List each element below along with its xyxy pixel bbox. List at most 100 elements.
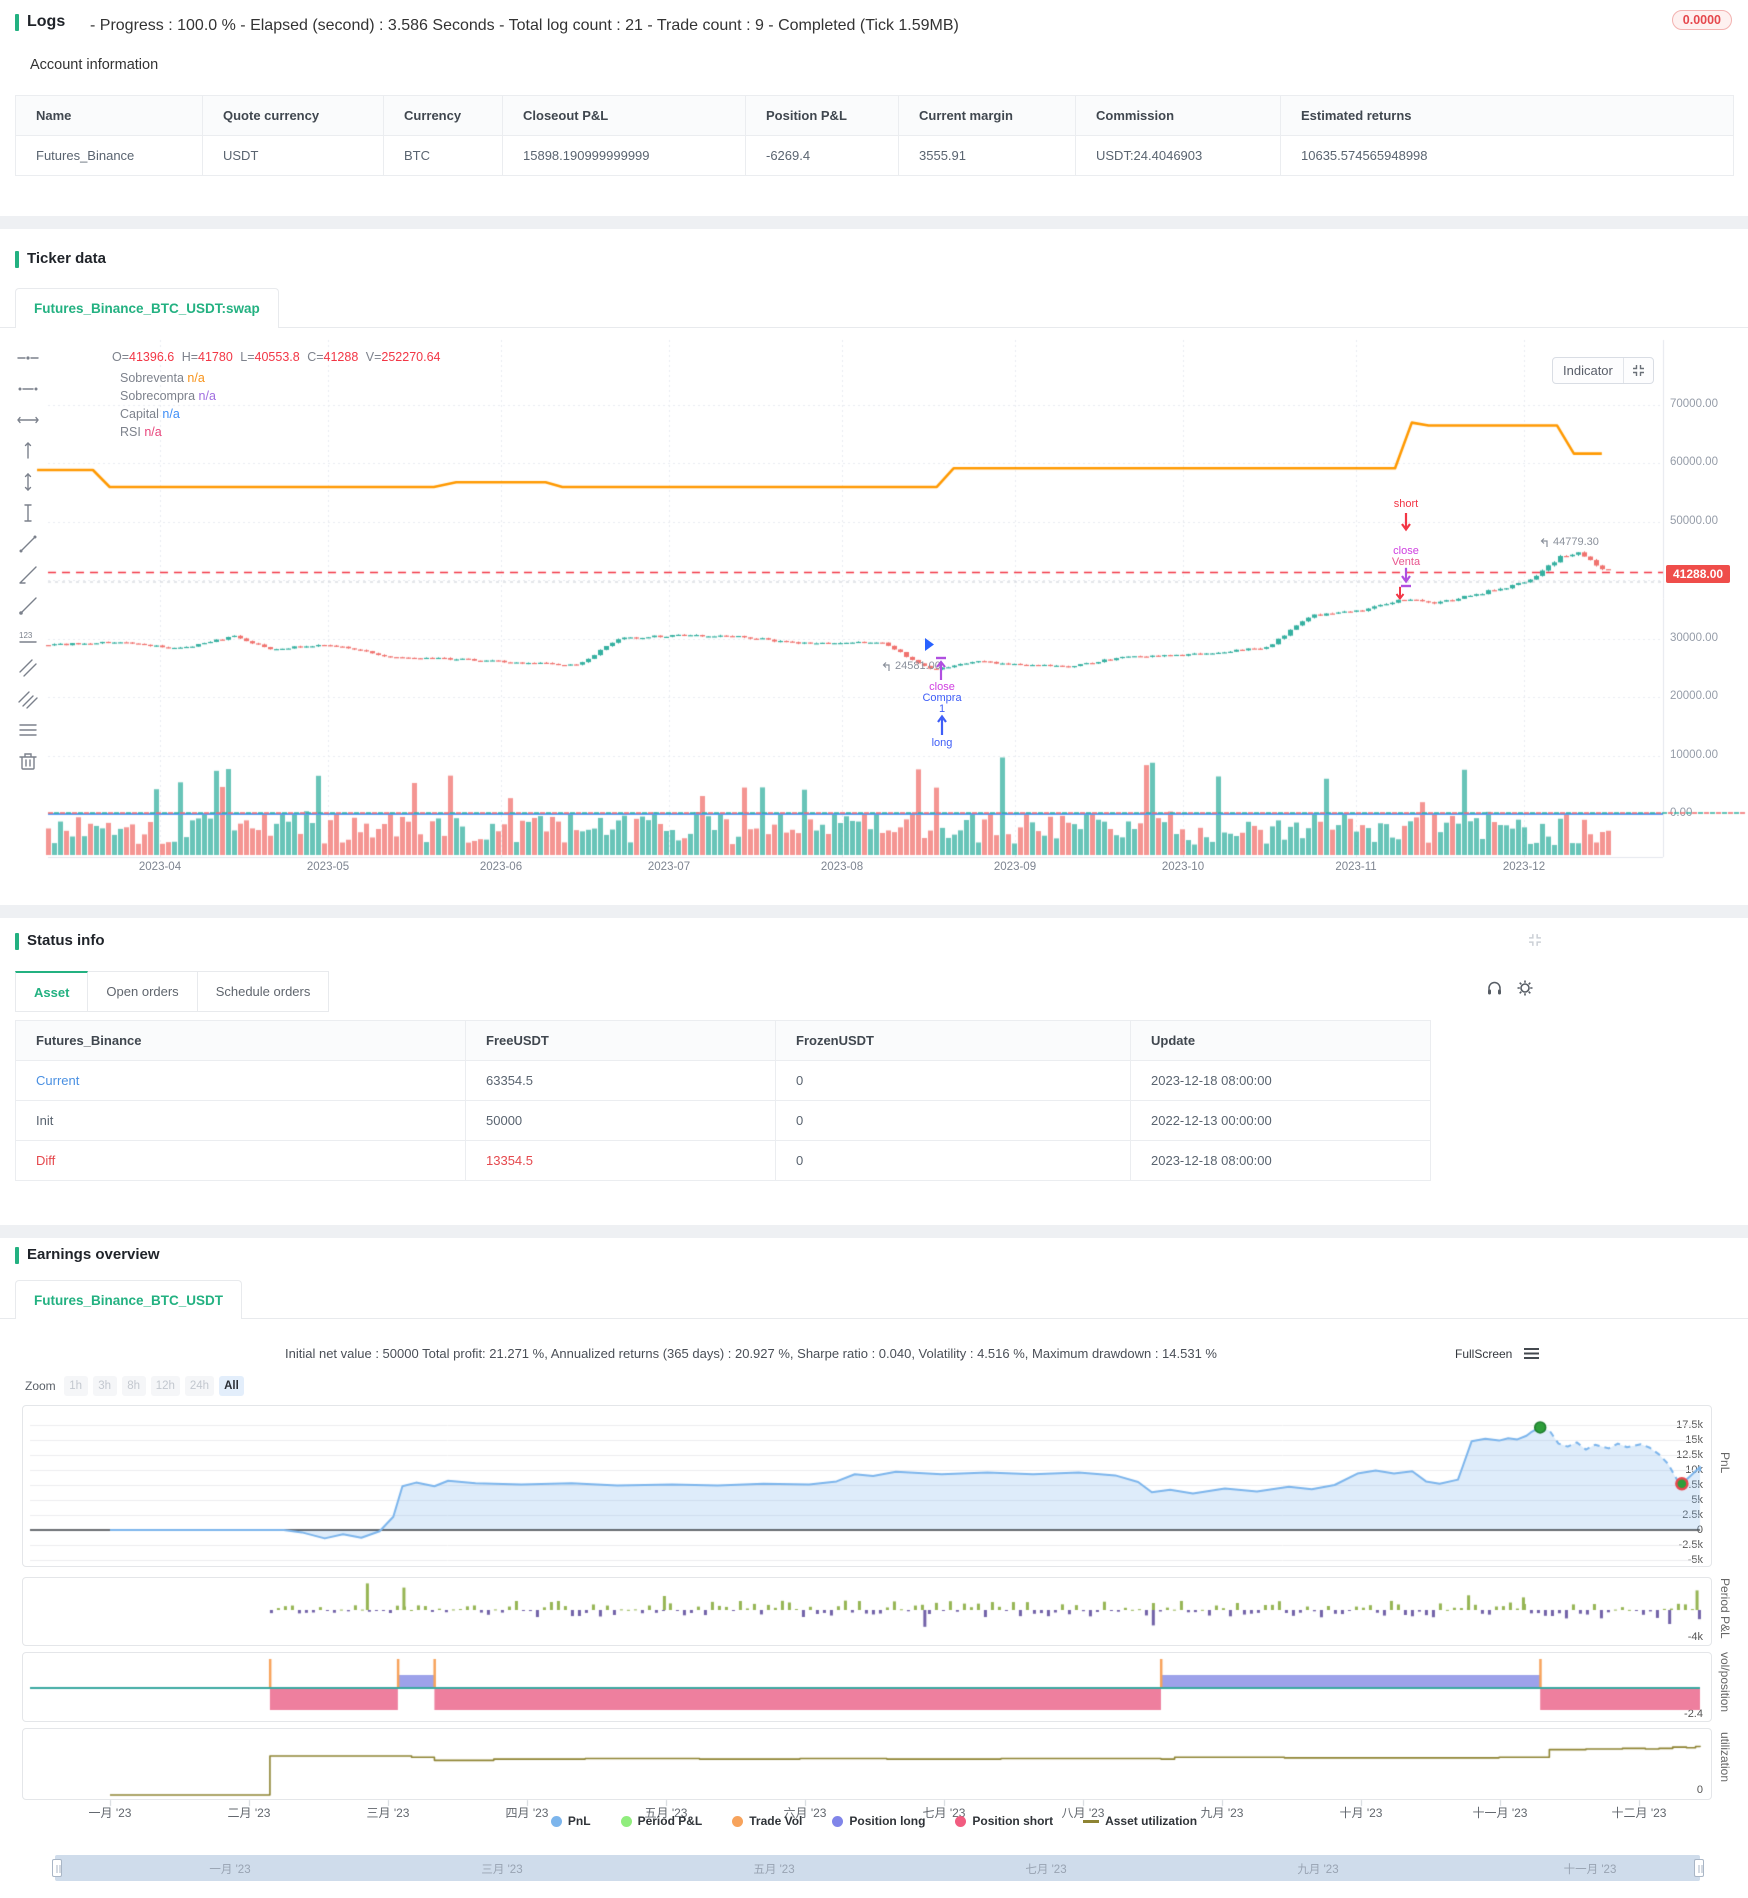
- legend-item-trade-vol[interactable]: Trade Vol: [732, 1814, 802, 1828]
- zoom-button-8h[interactable]: 8h: [121, 1376, 146, 1396]
- legend-item-asset-utilization[interactable]: Asset utilization: [1083, 1814, 1197, 1828]
- ohlc-legend: O=41396.6 H=41780 L=40553.8 C=41288 V=25…: [112, 350, 445, 364]
- legend-label: PnL: [567, 1814, 591, 1828]
- legend-item-period-p-l[interactable]: Period P&L: [620, 1814, 703, 1828]
- ohlc-value: 40553.8: [254, 350, 304, 364]
- logs-accent-bar: [15, 14, 19, 31]
- headset-icon[interactable]: [1486, 980, 1503, 997]
- indicator-button-divider: [1622, 358, 1624, 383]
- section-divider: [0, 1225, 1748, 1238]
- account-cell: 3555.91: [898, 135, 1076, 176]
- navigator-month-label: 一月 '23: [209, 1864, 251, 1876]
- legend-item-position-long[interactable]: Position long: [832, 1814, 925, 1828]
- account-col-header: Closeout P&L: [502, 95, 746, 136]
- logs-title: Logs: [27, 13, 66, 30]
- status-col-header: FrozenUSDT: [775, 1020, 1131, 1061]
- hook-arrow-icon: [1540, 537, 1548, 547]
- fullscreen-button[interactable]: FullScreen: [1455, 1347, 1513, 1361]
- navigator-month-label: 五月 '23: [753, 1864, 795, 1876]
- status-cell[interactable]: Current: [15, 1060, 466, 1101]
- account-col-header: Currency: [383, 95, 503, 136]
- account-cell: -6269.4: [745, 135, 899, 176]
- indicator-label: RSI: [120, 425, 145, 439]
- chart-menu-icon[interactable]: [1524, 1347, 1539, 1360]
- status-cell: 2023-12-18 08:00:00: [1130, 1140, 1431, 1181]
- legend-item-pnl[interactable]: PnL: [550, 1814, 591, 1828]
- navigator-right-handle[interactable]: [1694, 1859, 1704, 1877]
- buy-side-label: Compra: [922, 692, 962, 704]
- earnings-legend: PnL Period P&L Trade Vol Position long Posit…: [0, 1814, 1748, 1828]
- buy-close-label: close: [929, 681, 955, 693]
- ohlc-key: L=: [240, 350, 255, 364]
- legend-dot-marker: [955, 1815, 967, 1827]
- status-cell: Init: [15, 1100, 466, 1141]
- zoom-buttons: 1h 3h 8h 12h 24h All: [63, 1376, 249, 1396]
- account-col-header: Current margin: [898, 95, 1076, 136]
- earnings-tab-line: [0, 1318, 1748, 1319]
- navigator-month-label: 七月 '23: [1025, 1864, 1067, 1876]
- long-label: long: [931, 737, 953, 749]
- status-tab-open-orders[interactable]: Open orders: [88, 971, 198, 1012]
- earnings-title: Earnings overview: [27, 1246, 160, 1263]
- indicator-label: Sobrecompra: [120, 389, 199, 403]
- status-cell: Diff: [15, 1140, 466, 1181]
- status-col-header: Update: [1130, 1020, 1431, 1061]
- logs-count-badge: 0.0000: [1671, 10, 1732, 30]
- legend-label: Asset utilization: [1105, 1814, 1198, 1828]
- account-info-title: Account information: [30, 57, 159, 73]
- sell-close-label: close: [1393, 545, 1419, 557]
- ticker-chart-canvas[interactable]: [0, 335, 1748, 885]
- status-cell: 50000: [465, 1100, 776, 1141]
- ticker-tab-line: [0, 327, 1748, 328]
- account-col-header: Name: [15, 95, 203, 136]
- status-row: Current 63354.5 0 2023-12-18 08:00:00: [15, 1060, 1431, 1101]
- status-tab-asset[interactable]: Asset: [15, 971, 89, 1012]
- earnings-stats: Initial net value : 50000 Total profit: …: [285, 1346, 1217, 1361]
- indicator-value: n/a: [144, 425, 162, 439]
- status-title: Status info: [27, 932, 105, 949]
- ticker-accent-bar: [15, 251, 19, 268]
- indicator-button[interactable]: Indicator: [1552, 357, 1654, 384]
- logs-summary: - Progress : 100.0 % - Elapsed (second) …: [90, 17, 959, 34]
- indicator-value: n/a: [162, 407, 180, 421]
- indicator-label: Sobreventa: [120, 371, 188, 385]
- zoom-button-24h[interactable]: 24h: [184, 1376, 215, 1396]
- account-col-header: Estimated returns: [1280, 95, 1734, 136]
- gear-icon[interactable]: [1516, 979, 1534, 997]
- zoom-button-3h[interactable]: 3h: [92, 1376, 117, 1396]
- legend-label: Period P&L: [637, 1814, 703, 1828]
- zoom-button-1h[interactable]: 1h: [63, 1376, 88, 1396]
- navigator-left-handle[interactable]: [52, 1859, 62, 1877]
- ohlc-key: C=: [307, 350, 324, 364]
- zoom-button-12h[interactable]: 12h: [150, 1376, 180, 1396]
- close-long-arrow-icon: [1401, 567, 1411, 588]
- ohlc-value: 252270.64: [381, 350, 441, 364]
- ticker-tab[interactable]: Futures_Binance_BTC_USDT:swap: [15, 288, 279, 328]
- earnings-tab-label: Futures_Binance_BTC_USDT: [34, 1292, 224, 1308]
- navigator-month-label: 十一月 '23: [1563, 1864, 1617, 1876]
- status-cell: 2022-12-13 00:00:00: [1130, 1100, 1431, 1141]
- legend-item-position-short[interactable]: Position short: [955, 1814, 1053, 1828]
- ticker-title: Ticker data: [27, 250, 106, 267]
- range-navigator[interactable]: [55, 1855, 1700, 1881]
- account-cell: USDT: [202, 135, 384, 176]
- status-tab-schedule-orders[interactable]: Schedule orders: [197, 971, 330, 1012]
- collapse-section-icon[interactable]: [1528, 933, 1542, 947]
- legend-label: Position short: [972, 1814, 1054, 1828]
- ticker-tab-label: Futures_Binance_BTC_USDT:swap: [34, 301, 260, 316]
- navigator-month-label: 九月 '23: [1297, 1864, 1339, 1876]
- ohlc-key: O=: [112, 350, 130, 364]
- status-cell: 13354.5: [465, 1140, 776, 1181]
- account-cell: 15898.190999999999: [502, 135, 746, 176]
- legend-label: Position long: [849, 1814, 926, 1828]
- status-table: Futures_Binance FreeUSDT FrozenUSDT Update C…: [15, 1020, 1431, 1181]
- earnings-chart-canvas[interactable]: [0, 1400, 1748, 1810]
- earnings-tab[interactable]: Futures_Binance_BTC_USDT: [15, 1280, 243, 1319]
- collapse-arrows-icon[interactable]: [1624, 364, 1653, 377]
- zoom-button-all[interactable]: All: [219, 1376, 244, 1396]
- sell-side-label: Venta: [1391, 556, 1421, 568]
- indicator-button-label: Indicator: [1563, 363, 1613, 378]
- status-row: Init 50000 0 2022-12-13 00:00:00: [15, 1100, 1431, 1141]
- section-divider: [0, 905, 1748, 918]
- indicator-row-sobreventa: Sobreventa n/a: [120, 371, 205, 385]
